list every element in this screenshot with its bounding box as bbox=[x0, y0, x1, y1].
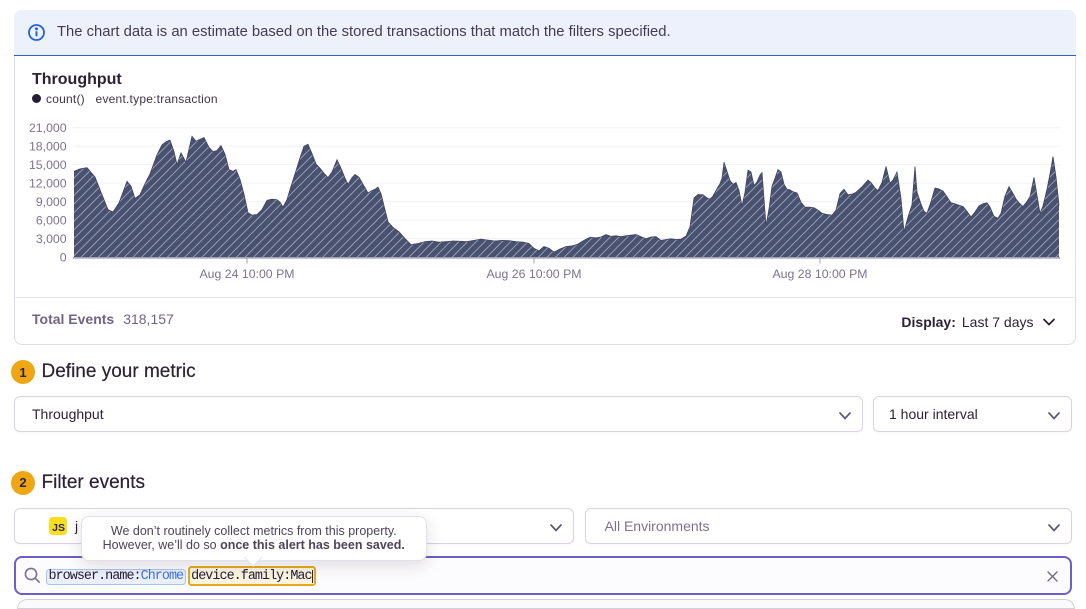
svg-text:15,000: 15,000 bbox=[29, 158, 67, 172]
svg-text:18,000: 18,000 bbox=[29, 140, 67, 154]
svg-text:9,000: 9,000 bbox=[36, 195, 67, 209]
svg-text:3,000: 3,000 bbox=[36, 232, 67, 246]
svg-text:Aug 26 10:00 PM: Aug 26 10:00 PM bbox=[486, 267, 581, 281]
svg-text:21,000: 21,000 bbox=[29, 121, 67, 135]
svg-text:Aug 28 10:00 PM: Aug 28 10:00 PM bbox=[772, 267, 867, 281]
svg-text:12,000: 12,000 bbox=[29, 176, 67, 190]
svg-text:6,000: 6,000 bbox=[36, 213, 67, 227]
svg-text:0: 0 bbox=[60, 250, 67, 264]
svg-text:Aug 24 10:00 PM: Aug 24 10:00 PM bbox=[199, 267, 294, 281]
